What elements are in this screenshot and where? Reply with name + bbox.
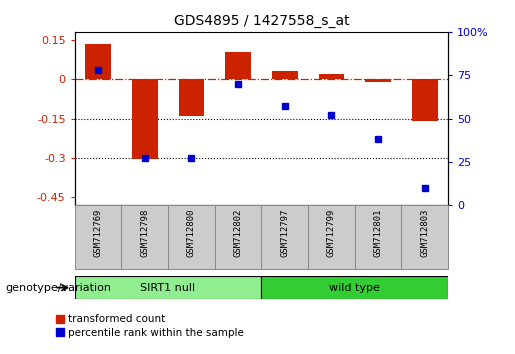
Text: GSM712798: GSM712798 <box>140 209 149 257</box>
FancyBboxPatch shape <box>355 205 401 269</box>
FancyBboxPatch shape <box>215 205 261 269</box>
Bar <box>272 71 298 79</box>
Text: GSM712802: GSM712802 <box>233 209 243 257</box>
Text: genotype/variation: genotype/variation <box>5 282 111 293</box>
Bar <box>365 79 391 82</box>
Title: GDS4895 / 1427558_s_at: GDS4895 / 1427558_s_at <box>174 14 349 28</box>
Text: GSM712797: GSM712797 <box>280 209 289 257</box>
Legend: transformed count, percentile rank within the sample: transformed count, percentile rank withi… <box>52 310 248 342</box>
Bar <box>225 52 251 79</box>
Text: SIRT1 null: SIRT1 null <box>141 282 196 293</box>
FancyBboxPatch shape <box>122 205 168 269</box>
FancyBboxPatch shape <box>261 205 308 269</box>
FancyBboxPatch shape <box>401 205 448 269</box>
FancyBboxPatch shape <box>75 205 122 269</box>
Text: GSM712800: GSM712800 <box>187 209 196 257</box>
Text: GSM712803: GSM712803 <box>420 209 429 257</box>
Bar <box>179 79 204 116</box>
FancyBboxPatch shape <box>168 205 215 269</box>
Bar <box>319 74 344 79</box>
Text: GSM712769: GSM712769 <box>94 209 102 257</box>
Bar <box>85 44 111 79</box>
Text: wild type: wild type <box>329 282 380 293</box>
Text: GSM712799: GSM712799 <box>327 209 336 257</box>
Bar <box>132 79 158 159</box>
Bar <box>75 276 261 299</box>
Bar <box>261 276 448 299</box>
Bar <box>412 79 438 121</box>
FancyBboxPatch shape <box>308 205 355 269</box>
Text: GSM712801: GSM712801 <box>373 209 383 257</box>
